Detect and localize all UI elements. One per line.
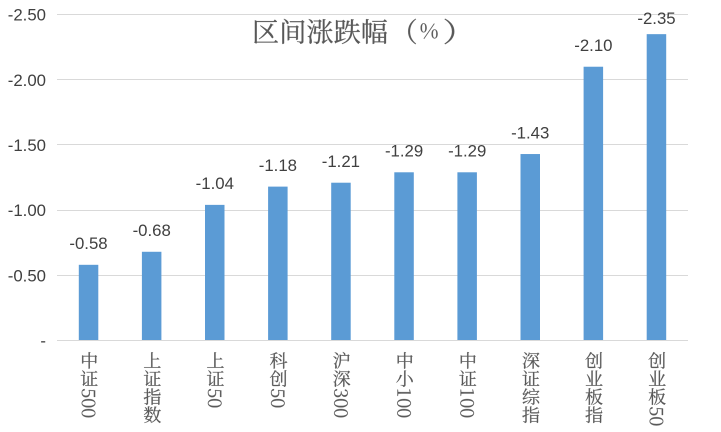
svg-text:-1.00: -1.00 — [8, 201, 46, 220]
svg-text:-1.04: -1.04 — [196, 174, 234, 193]
svg-text:-1.29: -1.29 — [385, 142, 423, 161]
svg-text:-2.00: -2.00 — [8, 71, 46, 90]
svg-text:-2.35: -2.35 — [637, 9, 675, 28]
svg-text:-0.68: -0.68 — [133, 221, 171, 240]
svg-text:-1.29: -1.29 — [448, 142, 486, 161]
svg-text:-: - — [40, 332, 46, 351]
svg-text:-0.58: -0.58 — [69, 234, 107, 253]
svg-text:-2.50: -2.50 — [8, 6, 46, 25]
svg-text:-1.43: -1.43 — [511, 123, 549, 142]
svg-text:-1.18: -1.18 — [259, 156, 297, 175]
svg-text:-2.10: -2.10 — [574, 36, 612, 55]
svg-text:-0.50: -0.50 — [8, 266, 46, 285]
svg-text:-1.21: -1.21 — [322, 152, 360, 171]
svg-text:-1.50: -1.50 — [8, 136, 46, 155]
